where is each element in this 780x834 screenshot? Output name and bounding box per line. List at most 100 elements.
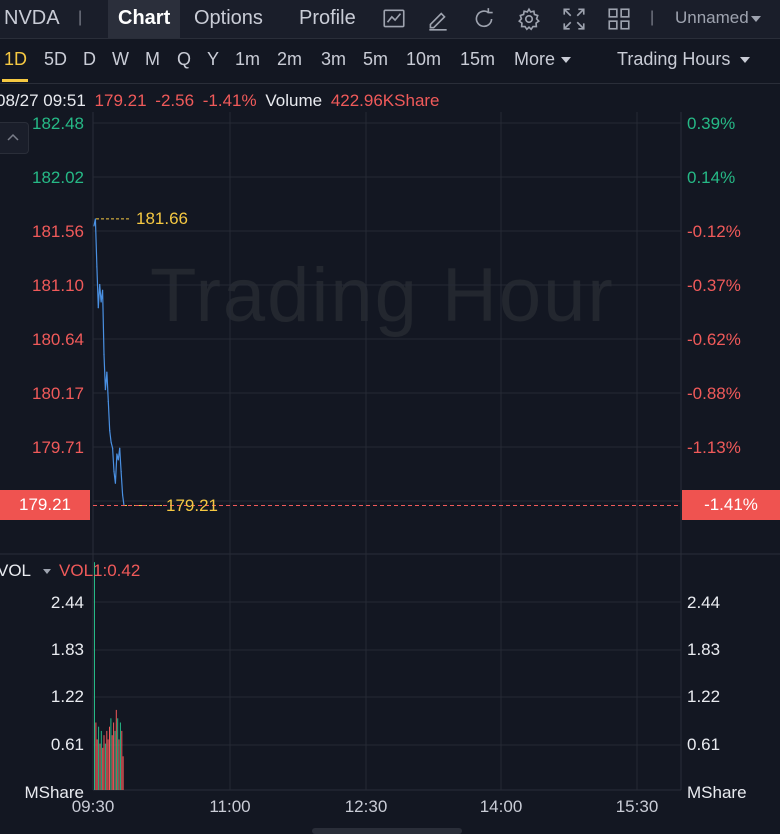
pct-axis-label: -0.62%	[687, 330, 741, 349]
chevron-down-icon	[561, 57, 572, 64]
price-point	[106, 371, 108, 373]
time-axis-label: 09:30	[71, 797, 115, 816]
volume-bar	[119, 722, 121, 790]
price-point	[121, 494, 124, 496]
price-point	[111, 447, 114, 449]
price-point	[100, 301, 102, 303]
volume-unit-label: MShare	[687, 783, 747, 802]
more-timeframes-dropdown[interactable]: More	[514, 49, 572, 70]
volume-bar	[103, 735, 105, 790]
price-point	[97, 307, 99, 309]
price-point	[113, 470, 115, 473]
volume-bar	[98, 726, 100, 790]
symbol-name[interactable]: NVDA	[4, 7, 60, 29]
price-point	[107, 400, 109, 402]
time-axis-label: 11:00	[209, 797, 251, 816]
tab-options[interactable]: Options	[194, 7, 263, 29]
price-axis-label: 180.17	[32, 384, 84, 403]
more-label: More	[514, 49, 556, 69]
volume-indicator-detail: VOL1:0.42	[59, 561, 141, 580]
price-point	[101, 289, 104, 291]
price-axis-label: 181.10	[32, 276, 84, 295]
top-toolbar: NVDA | Chart Options Profile | Unnamed	[0, 0, 780, 39]
price-point	[99, 283, 101, 286]
current-pct-tag: -1.41%	[682, 490, 780, 520]
pct-axis-label: -1.13%	[687, 438, 741, 457]
volume-axis-label: 1.22	[687, 687, 721, 706]
price-point	[93, 225, 95, 227]
toolbar-separator: |	[78, 9, 83, 26]
pct-axis-label: 0.39%	[687, 114, 736, 133]
volume-bar	[106, 730, 108, 790]
last-price-marker: 179.21	[166, 496, 218, 515]
volume-indicator-header[interactable]: VOL VOL1:0.42	[0, 561, 140, 581]
timeframe-10m[interactable]: 10m	[406, 49, 442, 69]
volume-bar	[118, 739, 120, 790]
time-scrollbar[interactable]	[312, 828, 462, 834]
price-point	[109, 430, 111, 432]
volume-bar	[111, 735, 113, 790]
volume-axis-label: 1.83	[50, 640, 84, 659]
quote-change: -2.56	[155, 91, 195, 110]
fullscreen-icon[interactable]	[561, 6, 587, 32]
timeframe-d[interactable]: D	[83, 49, 96, 69]
volume-axis-label: 0.61	[687, 735, 721, 754]
tab-chart[interactable]: Chart	[108, 0, 181, 38]
chevron-up-icon	[7, 133, 19, 141]
watermark: Trading Hour	[150, 253, 615, 338]
timeframe-m[interactable]: M	[145, 49, 160, 69]
price-point	[96, 266, 98, 268]
tab-profile[interactable]: Profile	[299, 7, 356, 29]
timeframe-3m[interactable]: 3m	[321, 49, 347, 69]
price-axis-label: 179.71	[32, 438, 84, 457]
timeframe-15m[interactable]: 15m	[460, 49, 496, 69]
quote-change-pct: -1.41%	[202, 91, 257, 110]
price-point	[103, 353, 105, 356]
chart-settings-icon[interactable]	[381, 6, 407, 32]
volume-unit-label: MShare	[24, 783, 84, 802]
active-timeframe-indicator	[2, 79, 28, 82]
layout-grid-icon[interactable]	[606, 6, 632, 32]
volume-label: Volume	[265, 91, 323, 110]
timeframe-5d[interactable]: 5D	[44, 49, 68, 69]
volume-axis-label: 0.61	[50, 735, 84, 754]
timeframe-1m[interactable]: 1m	[235, 49, 261, 69]
drawing-pen-icon[interactable]	[425, 6, 451, 32]
collapse-button[interactable]	[0, 122, 29, 154]
time-axis-label: 14:00	[479, 797, 523, 816]
volume-bar	[95, 722, 97, 790]
price-point	[119, 447, 121, 449]
timeframe-q[interactable]: Q	[177, 49, 192, 69]
volume-axis-label: 1.83	[687, 640, 721, 659]
timeframe-y[interactable]: Y	[207, 49, 220, 69]
price-point	[110, 441, 112, 443]
quote-info-line: 08/27 09:51 179.21 -2.56 -1.41% Volume 4…	[0, 91, 440, 111]
layout-name-dropdown[interactable]: Unnamed	[675, 0, 761, 38]
refresh-icon[interactable]	[471, 6, 497, 32]
quote-datetime: 08/27 09:51	[0, 91, 86, 110]
gear-icon[interactable]	[516, 6, 542, 32]
volume-bar	[110, 718, 112, 790]
volume-bar	[107, 739, 109, 790]
timeframe-2m[interactable]: 2m	[277, 49, 303, 69]
price-line	[93, 218, 125, 506]
volume-bar	[117, 718, 119, 790]
session-dropdown[interactable]: Trading Hours	[617, 49, 751, 70]
high-price-marker: 181.66	[136, 209, 188, 228]
volume-bar	[114, 730, 116, 790]
time-axis-label: 12:30	[344, 797, 388, 816]
timeframe-bar: 1D 5D D W M Q Y 1m 2m 3m 5m 10m 15m More…	[0, 39, 780, 84]
timeframe-5m[interactable]: 5m	[363, 49, 389, 69]
session-label: Trading Hours	[617, 49, 731, 69]
chevron-down-icon[interactable]	[43, 569, 52, 575]
price-point	[94, 218, 97, 220]
price-point	[114, 482, 117, 484]
price-point	[104, 389, 107, 391]
volume-indicator-name: VOL	[0, 561, 32, 580]
pct-axis-label: -0.37%	[687, 276, 741, 295]
volume-bar	[99, 743, 101, 790]
timeframe-1d[interactable]: 1D	[4, 49, 28, 69]
price-axis-label: 182.48	[32, 114, 84, 133]
timeframe-w[interactable]: W	[112, 49, 129, 69]
